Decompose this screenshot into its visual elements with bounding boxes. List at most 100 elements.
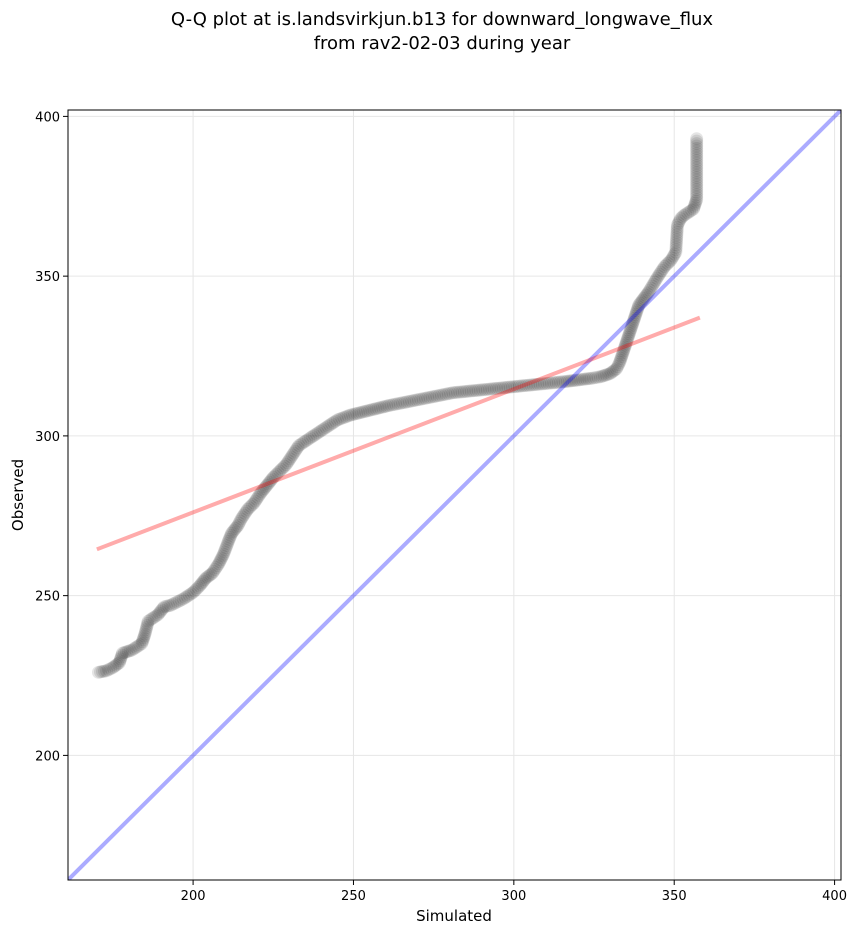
qq-point-104 <box>237 508 251 522</box>
qq-point-62 <box>188 584 202 598</box>
qq-point-73 <box>204 567 218 581</box>
qq-point-311 <box>624 321 638 335</box>
qq-point-288 <box>606 364 620 378</box>
qq-point-319 <box>629 306 643 320</box>
qq-point-394 <box>690 154 704 168</box>
qq-point-16 <box>116 646 130 660</box>
qq-point-3 <box>97 664 111 678</box>
qq-point-160 <box>323 418 337 432</box>
qq-point-139 <box>286 448 300 462</box>
qq-point-352 <box>669 245 683 259</box>
fit-line <box>96 315 701 552</box>
qq-point-13 <box>114 652 128 666</box>
qq-point-153 <box>309 427 323 441</box>
qq-point-198 <box>405 394 419 408</box>
qq-point-403 <box>690 132 704 146</box>
qq-point-150 <box>303 431 317 445</box>
qq-point-174 <box>352 406 366 420</box>
qq-point-214 <box>441 387 455 401</box>
qq-point-83 <box>216 549 230 563</box>
qq-point-235 <box>489 381 503 395</box>
qq-point-186 <box>377 400 391 414</box>
qq-point-126 <box>266 470 280 484</box>
qq-point-40 <box>147 610 161 624</box>
qq-point-306 <box>621 330 635 344</box>
qq-point-303 <box>619 336 633 350</box>
qq-point-332 <box>643 283 657 297</box>
qq-point-374 <box>687 200 701 214</box>
qq-point-263 <box>554 375 568 389</box>
qq-point-346 <box>661 256 675 270</box>
qq-point-107 <box>241 502 255 516</box>
qq-point-283 <box>597 369 611 383</box>
qq-point-277 <box>584 371 598 385</box>
qq-point-378 <box>690 192 704 206</box>
qq-point-301 <box>618 340 632 354</box>
qq-point-223 <box>462 384 476 398</box>
qq-point-360 <box>670 225 684 239</box>
qq-point-123 <box>262 475 276 489</box>
qq-point-76 <box>208 562 222 576</box>
qq-point-18 <box>119 645 133 659</box>
qq-point-368 <box>677 208 691 222</box>
qq-point-366 <box>674 212 688 226</box>
qq-point-226 <box>469 383 483 397</box>
qq-point-93 <box>224 528 238 542</box>
qq-point-184 <box>373 401 387 415</box>
qq-point-269 <box>567 374 581 388</box>
qq-point-359 <box>670 228 684 242</box>
qq-point-401 <box>690 137 704 151</box>
qq-point-140 <box>287 446 301 460</box>
qq-point-9 <box>109 658 123 672</box>
qq-point-395 <box>690 151 704 165</box>
qq-point-290 <box>609 362 623 376</box>
qq-point-14 <box>114 650 128 664</box>
qq-point-28 <box>136 633 150 647</box>
qq-point-308 <box>622 327 636 341</box>
qq-point-193 <box>393 396 407 410</box>
qq-point-155 <box>313 424 327 438</box>
qq-point-345 <box>659 258 673 272</box>
qq-point-20 <box>123 644 137 658</box>
qq-point-399 <box>690 141 704 155</box>
qq-point-275 <box>580 372 594 386</box>
qq-point-363 <box>670 218 684 232</box>
qq-point-176 <box>356 405 370 419</box>
qq-point-327 <box>637 292 651 306</box>
qq-point-60 <box>184 587 198 601</box>
qq-point-249 <box>522 378 536 392</box>
qq-point-1 <box>93 665 107 679</box>
qq-point-362 <box>670 220 684 234</box>
qq-point-187 <box>380 399 394 413</box>
qq-point-349 <box>665 251 679 265</box>
qq-point-390 <box>690 163 704 177</box>
qq-point-250 <box>524 378 538 392</box>
qq-point-313 <box>626 317 640 331</box>
qq-point-144 <box>292 438 306 452</box>
qq-point-141 <box>288 444 302 458</box>
qq-point-171 <box>345 408 359 422</box>
qq-point-180 <box>365 403 379 417</box>
qq-point-182 <box>369 402 383 416</box>
qq-point-38 <box>143 613 157 627</box>
qq-point-317 <box>628 309 642 323</box>
y-tick-label-3: 350 <box>35 270 60 285</box>
qq-point-57 <box>178 591 192 605</box>
qq-point-253 <box>531 377 545 391</box>
qq-point-177 <box>358 404 372 418</box>
qq-point-379 <box>690 190 704 204</box>
qq-point-334 <box>645 279 659 293</box>
qq-point-15 <box>115 648 129 662</box>
x-tick-label-0: 200 <box>181 889 206 904</box>
qq-point-6 <box>104 662 118 676</box>
qq-point-113 <box>250 492 264 506</box>
qq-point-392 <box>690 158 704 172</box>
qq-point-128 <box>269 467 283 481</box>
qq-point-337 <box>649 273 663 287</box>
qq-point-396 <box>690 149 704 163</box>
qq-point-236 <box>492 381 506 395</box>
qq-point-117 <box>255 485 269 499</box>
qq-point-397 <box>690 146 704 160</box>
qq-point-151 <box>305 430 319 444</box>
qq-point-197 <box>402 394 416 408</box>
